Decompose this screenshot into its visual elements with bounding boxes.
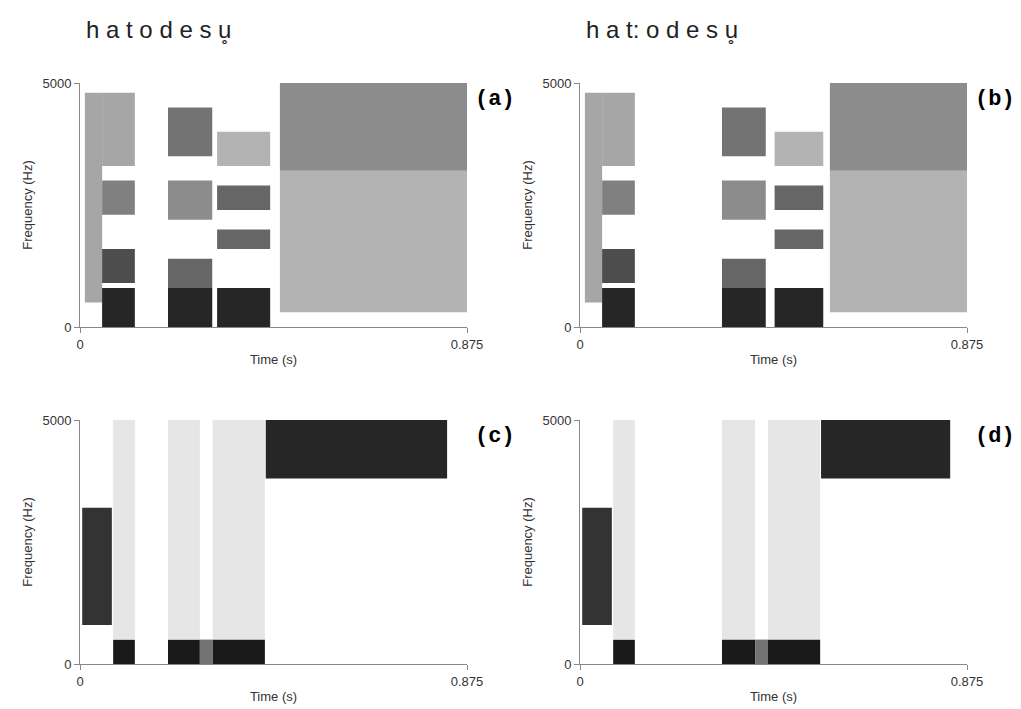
svg-text:(a): (a) bbox=[475, 87, 515, 112]
svg-text:Frequency (Hz): Frequency (Hz) bbox=[520, 160, 535, 250]
svg-text:0.875: 0.875 bbox=[451, 674, 484, 689]
svg-text:5000: 5000 bbox=[42, 413, 71, 428]
svg-text:Time (s): Time (s) bbox=[250, 689, 297, 704]
svg-text:0: 0 bbox=[576, 337, 583, 352]
svg-text:Time (s): Time (s) bbox=[750, 352, 797, 367]
svg-text:h a t: o d e s u̥: h a t: o d e s u̥ bbox=[586, 16, 738, 45]
svg-text:0.875: 0.875 bbox=[451, 337, 484, 352]
svg-text:Frequency (Hz): Frequency (Hz) bbox=[520, 497, 535, 587]
svg-text:0: 0 bbox=[76, 337, 83, 352]
svg-text:(d): (d) bbox=[975, 424, 1015, 449]
svg-text:0: 0 bbox=[564, 657, 571, 672]
svg-text:0: 0 bbox=[64, 657, 71, 672]
svg-text:0: 0 bbox=[564, 320, 571, 335]
svg-text:0.875: 0.875 bbox=[951, 674, 984, 689]
svg-text:Frequency (Hz): Frequency (Hz) bbox=[20, 497, 35, 587]
svg-text:Time (s): Time (s) bbox=[250, 352, 297, 367]
svg-text:5000: 5000 bbox=[542, 413, 571, 428]
svg-text:5000: 5000 bbox=[42, 76, 71, 91]
svg-text:Time (s): Time (s) bbox=[750, 689, 797, 704]
svg-text:Frequency (Hz): Frequency (Hz) bbox=[20, 160, 35, 250]
svg-text:h a t o d e s u̥: h a t o d e s u̥ bbox=[86, 16, 231, 45]
svg-text:(c): (c) bbox=[475, 424, 515, 449]
svg-text:5000: 5000 bbox=[542, 76, 571, 91]
svg-text:(b): (b) bbox=[975, 87, 1015, 112]
svg-text:0: 0 bbox=[76, 674, 83, 689]
svg-text:0.875: 0.875 bbox=[951, 337, 984, 352]
svg-text:0: 0 bbox=[576, 674, 583, 689]
svg-text:0: 0 bbox=[64, 320, 71, 335]
